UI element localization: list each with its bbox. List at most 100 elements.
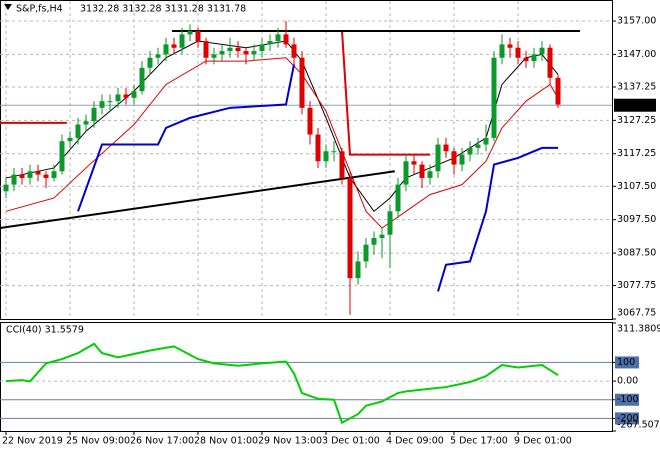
y-tick-label: 3127.25	[617, 115, 656, 126]
candle-body	[395, 184, 401, 212]
candle-body	[523, 57, 529, 62]
candle-body	[107, 101, 113, 103]
plot-border	[0, 0, 613, 320]
candle-body	[387, 211, 393, 235]
candle-body	[91, 107, 97, 122]
candle-body	[35, 171, 41, 175]
menu-icon	[4, 4, 12, 10]
level-box	[615, 356, 639, 369]
candle-body	[115, 94, 121, 102]
y-tick-label: 3087.50	[617, 248, 656, 259]
x-tick-label: 25 Nov 09:00	[66, 436, 130, 447]
candle-body	[419, 164, 425, 178]
candle-body	[171, 44, 177, 48]
candle-body	[347, 177, 353, 279]
cci-line	[5, 342, 559, 425]
candle-body	[531, 54, 537, 62]
candle-body	[355, 261, 361, 279]
candle-body	[411, 161, 417, 165]
candle-body	[539, 47, 545, 55]
candle-body	[507, 44, 513, 48]
candle-body	[291, 44, 297, 58]
candle-body	[307, 107, 313, 135]
candle-body	[435, 144, 441, 172]
chart-title: S&P,fs,H4	[16, 4, 63, 15]
x-tick-label: 22 Nov 2019	[2, 436, 63, 447]
y-tick-label: 100	[617, 357, 635, 368]
candle-body	[43, 174, 49, 178]
y-tick-label: -100	[617, 394, 639, 405]
candle-body	[195, 31, 201, 42]
candle-body	[443, 144, 449, 152]
y-tick-label: -200	[617, 413, 639, 424]
x-tick-label: 5 Dec 17:00	[450, 436, 508, 447]
candle-body	[75, 124, 81, 138]
candle-body	[83, 121, 89, 125]
candle-body	[19, 174, 25, 178]
candle-body	[235, 47, 241, 52]
candle-body	[11, 174, 17, 185]
y-tick-label: 3147.00	[617, 49, 656, 60]
y-tick-label: 3077.75	[617, 280, 656, 291]
candle-body	[147, 57, 153, 68]
candle-body	[27, 171, 33, 178]
candle-body	[299, 57, 305, 108]
last-price-box	[614, 98, 656, 112]
candle-body	[483, 137, 489, 145]
indicator-line	[77, 64, 295, 212]
candle-body	[315, 134, 321, 162]
candle-body	[403, 161, 409, 185]
candle-body	[267, 41, 273, 45]
candle-body	[555, 77, 561, 105]
y-tick-label: 3157.00	[617, 16, 656, 27]
candle-body	[379, 234, 385, 239]
candle-body	[163, 44, 169, 55]
candle-body	[131, 91, 137, 98]
plot-border	[0, 322, 613, 432]
x-tick-label: 4 Dec 09:00	[386, 436, 444, 447]
candle-body	[467, 147, 473, 155]
candle-body	[259, 44, 265, 52]
candle-body	[323, 151, 329, 162]
candle-body	[547, 47, 553, 78]
candle-body	[515, 47, 521, 58]
level-box	[615, 412, 639, 425]
indicator-title: CCI(40) 31.5579	[6, 325, 84, 336]
candle-body	[451, 151, 457, 165]
x-tick-label: 28 Nov 01:00	[194, 436, 258, 447]
candle-body	[275, 34, 281, 42]
y-tick-label: 3117.25	[617, 148, 656, 159]
y-tick-label: -267.5076	[617, 420, 660, 431]
candle-body	[227, 47, 233, 52]
candle-body	[187, 31, 193, 35]
y-tick-label: 0.00	[617, 376, 638, 387]
candle-body	[219, 51, 225, 55]
candle-body	[371, 238, 377, 245]
last-price-label: 3131.78	[617, 100, 656, 111]
candle-body	[339, 151, 345, 178]
y-tick-label: 3067.75	[617, 308, 656, 319]
candle-body	[67, 137, 73, 142]
indicator-line	[0, 170, 395, 230]
candle-body	[491, 57, 497, 138]
candle-body	[251, 51, 257, 55]
x-tick-label: 3 Dec 01:00	[322, 436, 380, 447]
y-tick-label: 3097.50	[617, 214, 656, 225]
indicator-line	[437, 146, 558, 292]
candle-body	[179, 34, 185, 48]
x-tick-label: 26 Nov 17:00	[130, 436, 194, 447]
candle-body	[203, 41, 209, 58]
candle-body	[331, 151, 337, 153]
x-tick-label: 29 Nov 13:00	[258, 436, 322, 447]
candle-body	[459, 154, 465, 165]
candle-body	[363, 244, 369, 262]
level-box	[615, 393, 639, 406]
candle-body	[475, 144, 481, 148]
candle-body	[499, 44, 505, 58]
y-tick-label: 311.3809	[617, 324, 660, 335]
candle-body	[155, 54, 161, 58]
candle-body	[51, 171, 57, 178]
